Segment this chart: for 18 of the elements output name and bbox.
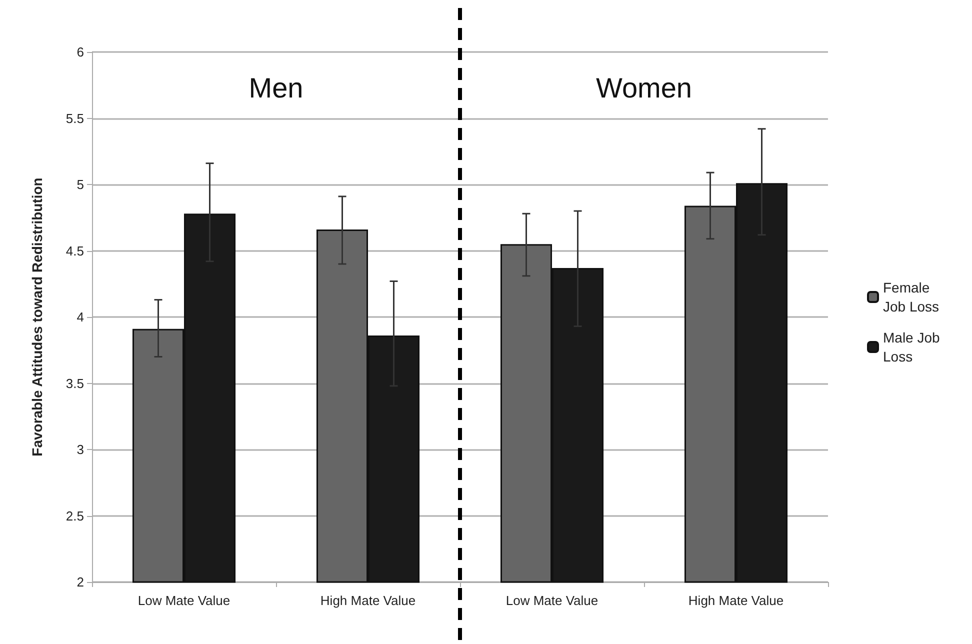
legend-label: Male Job Loss <box>883 330 944 364</box>
x-tick-label: High Mate Value <box>320 593 416 608</box>
y-tick-label: 4 <box>76 310 84 324</box>
y-tick-label: 5.5 <box>66 110 84 126</box>
y-tick-label: 6 <box>76 44 84 60</box>
y-tick-label: 2.5 <box>66 508 84 524</box>
x-tick-label: High Mate Value <box>688 593 784 608</box>
x-tick-label: Low Mate Value <box>506 593 598 608</box>
legend-label: Female Job Loss <box>883 280 940 314</box>
x-tick-label: Low Mate Value <box>138 593 230 608</box>
y-tick-label: 4.5 <box>66 243 84 258</box>
annotation: Men <box>248 72 304 104</box>
y-tick-label: 5 <box>76 177 84 192</box>
y-tick-label: 3 <box>76 442 84 457</box>
y-axis-title: Favorable Attitudes toward Redistribution <box>29 178 45 456</box>
y-tick-label: 2 <box>76 574 84 590</box>
y-tick-label: 3.5 <box>66 376 84 391</box>
annotation: Women <box>596 72 692 104</box>
